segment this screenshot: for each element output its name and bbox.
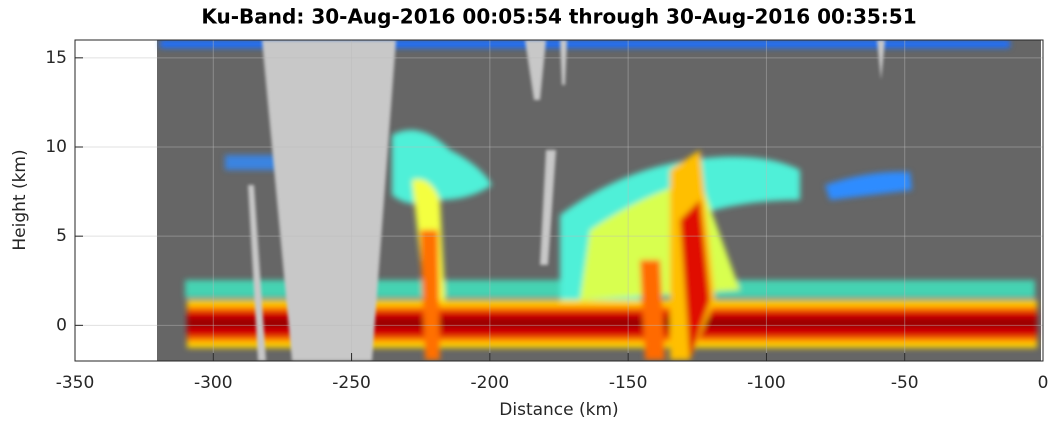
y-axis-label: Height (km): [10, 149, 30, 250]
radar-image: [157, 40, 1041, 361]
y-tick-label: 0: [56, 315, 67, 335]
axes: -350 -300 -250 -200 -150 -100 -50 0 0 5 10 15: [45, 40, 1048, 393]
y-tick-label: 10: [45, 137, 67, 157]
y-tick-label: 15: [45, 48, 67, 68]
chart-title: Ku-Band: 30-Aug-2016 00:05:54 through 30…: [201, 5, 916, 29]
x-tick-label: -250: [332, 373, 371, 393]
axes-box: [74, 39, 1044, 362]
x-tick-label: -50: [891, 373, 919, 393]
x-tick-label: -350: [56, 373, 95, 393]
x-tick-label: -300: [194, 373, 233, 393]
x-tick-label: 0: [1038, 373, 1049, 393]
x-tick-label: -200: [471, 373, 510, 393]
gaps: [248, 40, 885, 361]
x-tick-label: -150: [609, 373, 648, 393]
y-tick-label: 5: [56, 226, 67, 246]
x-tick-label: -100: [747, 373, 786, 393]
x-axis-label: Distance (km): [499, 400, 618, 420]
